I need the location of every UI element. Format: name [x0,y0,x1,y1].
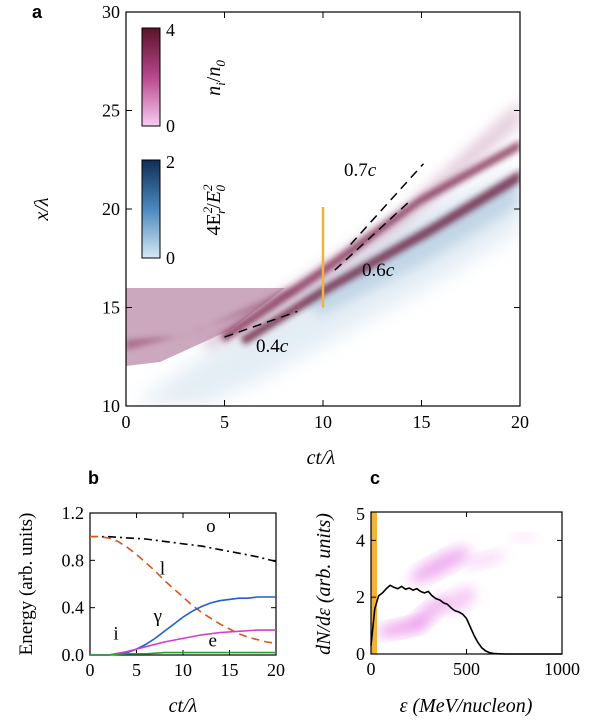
colorbar-ion-max: 4 [166,20,175,40]
panel-b-ylabel: Energy (arb. units) [16,513,37,656]
velocity-annotations [224,163,425,338]
panel-c-ytick-label: 4 [356,530,365,550]
annotation-0.6c: 0.6c [362,260,395,281]
panel-c-series [370,584,562,655]
panel-c-ytick-label: 5 [356,504,365,524]
velocity-line [350,163,425,245]
panel-a-ytick-label: 30 [102,2,120,22]
ion-front [126,288,300,350]
panel-b-series [90,535,277,656]
panel-b-xtick-label: 15 [221,660,239,680]
panel-b-xlabel: ct/λ [169,695,198,717]
panel-c-ylabel: dN/dε (arb. units) [313,513,335,655]
panel-a-ylabel: x/λ [31,197,53,221]
panel-a-xtick-label: 20 [511,412,529,432]
colorbar-field-energy [141,159,161,259]
panel-b-ticks: 0 5 10 15 20 0.0 0.4 0.8 1.2 [62,503,286,680]
panel-c-xlabel: ε (MeV/nucleon) [400,695,533,717]
ion-beam-slow [240,170,520,345]
panel-b-ytick-label: 0.4 [62,598,85,618]
panel-b-xtick-label: 5 [132,660,141,680]
panel-b-xtick-label: 10 [174,660,192,680]
panel-c-ticks: 0 500 1000 0 2 4 5 [356,504,580,679]
curve-label-o: o [206,516,216,537]
curve-label-e: e [209,631,217,652]
panel-b: b 0 5 10 15 20 0.0 0.4 0.8 1.2 o l γ i e ct/λ Energy… [16,468,285,717]
series-line-l [90,535,277,644]
series-line-γ [90,596,276,656]
panel-b-ytick-label: 1.2 [62,503,85,523]
annotation-0.7c: 0.7c [344,160,377,181]
panel-a-xtick-label: 0 [122,412,131,432]
panel-a-ytick-label: 20 [102,199,120,219]
curve-label-i: i [113,624,118,645]
series-line-spectrum [370,584,562,655]
ion-beam-broad [200,100,520,350]
panel-a-xtick-label: 10 [314,412,332,432]
annotation-0.4c: 0.4c [256,336,289,357]
phase-blob-5 [463,551,507,569]
velocity-line [224,310,298,338]
colorbar-field-label: 4E2r/E20 [200,184,228,236]
panel-c-xtick-label: 0 [367,659,376,679]
colorbar-field-min: 0 [166,248,175,268]
series-line-i [90,629,276,656]
panel-b-curve-labels: o l γ i e [113,516,217,652]
panel-b-ytick-label: 0.8 [62,550,85,570]
panel-c-xtick-label: 500 [453,659,480,679]
series-line-e [90,651,276,656]
phase-space-image [376,534,538,637]
panel-c-ytick-label: 2 [356,587,365,607]
phase-blob-6 [510,534,538,542]
colorbar-field-max: 2 [166,152,175,172]
panel-b-xtick-label: 0 [86,660,95,680]
panel-a-xtick-label: 5 [220,412,229,432]
heatmap-image [126,100,520,406]
curve-label-l: l [160,559,165,580]
panel-b-label: b [88,468,99,488]
phase-blob-4 [444,586,476,614]
colorbar-ion-label: ni/n0 [203,60,228,96]
panel-c-xtick-label: 1000 [544,659,580,679]
panel-b-xtick-label: 20 [267,660,285,680]
panel-c-ytick-label: 0 [356,644,365,664]
panel-b-ytick-label: 0.0 [62,645,85,665]
phase-blob-1 [409,547,471,583]
panel-a-xlabel: ct/λ [307,447,336,469]
colorbar-ion-min: 0 [166,116,175,136]
curve-label-γ: γ [153,606,162,627]
velocity-line [334,202,409,271]
colorbar-ion-density [141,27,161,127]
low-energy-marker [371,512,377,654]
panel-c-label: c [370,468,380,488]
ion-slab [126,288,285,366]
panel-c: c 0 500 1000 0 2 4 5 ε (MeV/nucleon) dN/dε (ar… [313,468,580,717]
panel-a-label: a [32,2,43,22]
panel-a-ytick-label: 10 [102,396,120,416]
panel-a-ytick-label: 25 [102,101,120,121]
panel-a-xtick-label: 15 [413,412,431,432]
panel-a-ytick-label: 15 [102,298,120,318]
phase-blob-3 [410,595,450,629]
series-line-o [90,535,277,563]
ion-beam-fast [220,140,520,342]
